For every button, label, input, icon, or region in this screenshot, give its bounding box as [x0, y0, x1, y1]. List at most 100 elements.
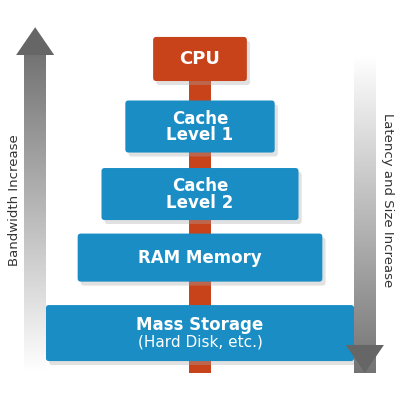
Bar: [354, 296, 376, 298]
Bar: [354, 183, 376, 185]
Bar: [354, 94, 376, 96]
Bar: [24, 196, 46, 198]
Bar: [24, 248, 46, 250]
Bar: [354, 229, 376, 231]
Bar: [354, 250, 376, 252]
Bar: [24, 252, 46, 254]
Bar: [24, 318, 46, 320]
Bar: [354, 231, 376, 233]
Bar: [24, 369, 46, 371]
Bar: [354, 356, 376, 358]
Bar: [24, 56, 46, 58]
Bar: [24, 228, 46, 230]
Bar: [24, 276, 46, 278]
Bar: [354, 353, 376, 355]
Bar: [354, 239, 376, 241]
Bar: [24, 236, 46, 238]
Bar: [354, 345, 376, 347]
Bar: [354, 98, 376, 100]
Bar: [354, 237, 376, 239]
Bar: [354, 116, 376, 118]
Bar: [24, 290, 46, 292]
FancyBboxPatch shape: [49, 309, 357, 365]
Bar: [24, 342, 46, 344]
Bar: [24, 144, 46, 146]
Bar: [354, 110, 376, 112]
Bar: [354, 55, 376, 57]
Bar: [24, 202, 46, 204]
Bar: [24, 86, 46, 88]
Bar: [354, 107, 376, 109]
Polygon shape: [16, 27, 54, 55]
Bar: [354, 142, 376, 144]
Bar: [354, 190, 376, 192]
Bar: [354, 226, 376, 228]
Bar: [24, 218, 46, 220]
FancyBboxPatch shape: [78, 234, 322, 282]
Bar: [24, 132, 46, 134]
Bar: [354, 204, 376, 206]
Bar: [354, 338, 376, 340]
Bar: [354, 96, 376, 98]
Bar: [24, 198, 46, 200]
Bar: [354, 330, 376, 332]
Bar: [354, 56, 376, 58]
Bar: [354, 172, 376, 174]
Bar: [24, 274, 46, 276]
Bar: [24, 168, 46, 170]
Bar: [354, 161, 376, 163]
Bar: [354, 358, 376, 360]
Bar: [354, 352, 376, 354]
Bar: [24, 245, 46, 247]
Bar: [24, 137, 46, 139]
Bar: [24, 70, 46, 72]
Bar: [354, 134, 376, 136]
Bar: [24, 58, 46, 60]
Bar: [24, 256, 46, 258]
Bar: [24, 284, 46, 286]
Bar: [24, 171, 46, 172]
Bar: [354, 348, 376, 350]
Bar: [354, 315, 376, 317]
Bar: [354, 242, 376, 244]
Bar: [354, 302, 376, 304]
Bar: [24, 286, 46, 288]
FancyBboxPatch shape: [189, 39, 211, 373]
Bar: [354, 244, 376, 246]
Bar: [354, 115, 376, 117]
FancyBboxPatch shape: [81, 238, 326, 286]
Bar: [24, 344, 46, 346]
Bar: [354, 299, 376, 301]
Bar: [354, 252, 376, 254]
Bar: [354, 285, 376, 287]
FancyBboxPatch shape: [105, 172, 302, 224]
Bar: [354, 78, 376, 80]
Bar: [24, 80, 46, 82]
Bar: [24, 115, 46, 117]
Bar: [354, 194, 376, 196]
Bar: [24, 160, 46, 162]
Bar: [354, 247, 376, 249]
Bar: [354, 145, 376, 147]
Bar: [354, 240, 376, 242]
Bar: [354, 350, 376, 352]
Bar: [24, 247, 46, 249]
Bar: [354, 120, 376, 122]
Bar: [24, 55, 46, 57]
Bar: [354, 318, 376, 320]
Bar: [24, 360, 46, 362]
Bar: [354, 371, 376, 373]
Bar: [354, 336, 376, 338]
Bar: [354, 148, 376, 150]
Bar: [24, 288, 46, 290]
Bar: [24, 345, 46, 347]
Bar: [24, 183, 46, 185]
Text: Bandwidth Increase: Bandwidth Increase: [8, 134, 21, 266]
Bar: [24, 106, 46, 108]
Bar: [24, 366, 46, 368]
Bar: [24, 75, 46, 77]
Bar: [354, 306, 376, 308]
Bar: [354, 132, 376, 134]
Bar: [24, 120, 46, 122]
Bar: [24, 294, 46, 296]
